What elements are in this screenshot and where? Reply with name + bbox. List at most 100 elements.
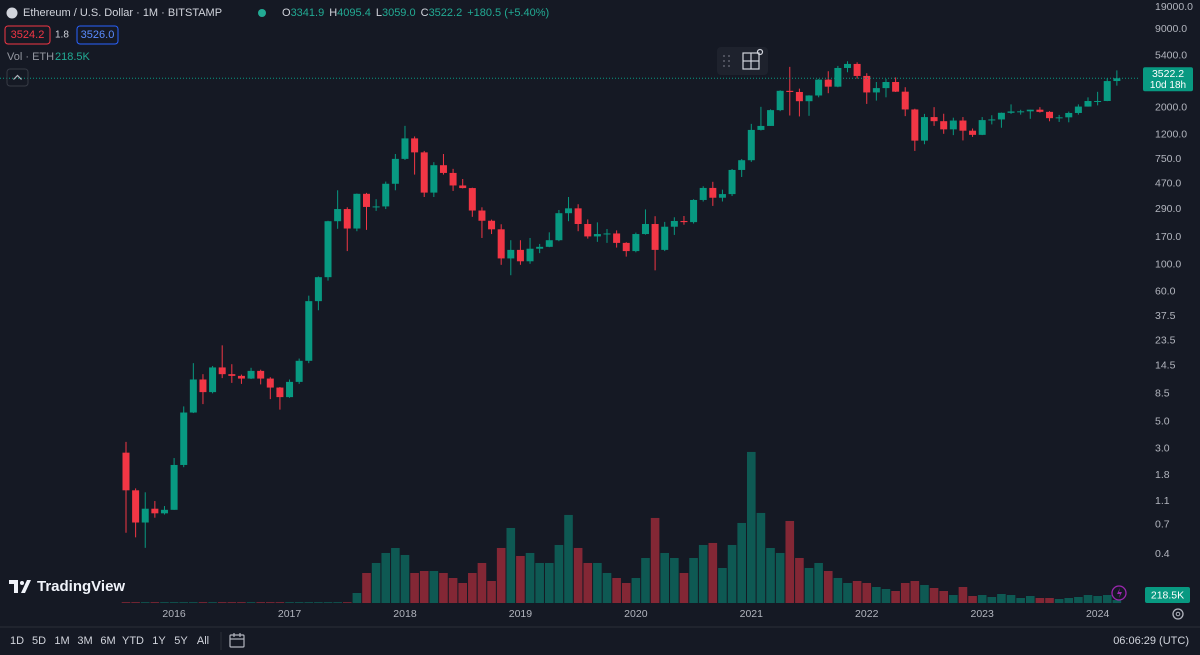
candle-body xyxy=(545,240,553,247)
candle-body xyxy=(555,213,563,241)
legend-value: 3341.9 xyxy=(291,7,325,19)
candle-body xyxy=(189,379,197,413)
candle-body xyxy=(911,109,919,141)
candle-body xyxy=(805,95,813,102)
candle-body xyxy=(507,249,515,259)
range-button[interactable]: 1D xyxy=(10,635,24,647)
logo: TradingView xyxy=(9,578,125,595)
ask-box[interactable] xyxy=(76,25,119,45)
volume-bar xyxy=(371,562,381,603)
volume-bar xyxy=(439,572,448,603)
candle-body xyxy=(863,75,871,93)
legend-key: L xyxy=(376,7,382,19)
candle-body xyxy=(670,220,678,227)
y-tick-label: 100.0 xyxy=(1155,259,1181,271)
bid-price: 3524.2 xyxy=(11,29,45,41)
candle-body xyxy=(170,464,178,510)
ohlc-legend: O3341.9 H4095.4 L3059.0 C3522.2 +180.5 (+5.4… xyxy=(282,7,549,19)
candle-body xyxy=(786,90,794,92)
candle-body xyxy=(882,81,890,89)
y-tick-label: 23.5 xyxy=(1155,334,1176,346)
range-button[interactable]: 5D xyxy=(32,635,46,647)
volume-bar xyxy=(448,577,458,603)
settings-icon-core xyxy=(1175,611,1181,617)
candle-body xyxy=(526,248,534,262)
candle-body xyxy=(391,158,399,184)
range-button[interactable]: 6M xyxy=(100,635,115,647)
volume-bar xyxy=(593,562,602,603)
volume-bar xyxy=(227,602,237,603)
volume-bar xyxy=(843,582,852,603)
volume-bar xyxy=(1064,597,1074,603)
alert-icon[interactable] xyxy=(1111,585,1127,601)
candle-body xyxy=(536,246,544,249)
volume-bar xyxy=(237,602,246,603)
candle-body xyxy=(949,120,957,130)
volume-bar xyxy=(506,527,516,603)
candle-body xyxy=(680,220,688,223)
y-tick-label: 19000.0 xyxy=(1155,1,1193,13)
legend-value: 3059.0 xyxy=(382,7,416,19)
candle-body xyxy=(276,387,284,398)
volume-bar xyxy=(544,562,554,603)
candle-body xyxy=(834,67,842,87)
x-tick-label: 2020 xyxy=(624,608,648,620)
candle-body xyxy=(776,90,784,111)
y-tick-label: 5.0 xyxy=(1155,416,1170,428)
candle-body xyxy=(334,209,342,222)
candle-body xyxy=(940,121,948,130)
legend-key: O xyxy=(282,7,291,19)
candle-body xyxy=(690,199,698,223)
volume-tag xyxy=(1145,587,1190,603)
volume-bar xyxy=(1102,594,1112,603)
volume-bar xyxy=(621,582,631,603)
candle-body xyxy=(641,224,649,235)
range-button[interactable]: YTD xyxy=(122,635,144,647)
candle-body xyxy=(1074,106,1082,113)
volume-bar xyxy=(323,602,333,603)
volume-bar xyxy=(573,547,583,603)
range-button[interactable]: 1M xyxy=(54,635,69,647)
candle-body xyxy=(795,91,803,102)
volume-bar xyxy=(294,602,304,603)
y-tick-label: 9000.0 xyxy=(1155,23,1187,35)
volume-bar xyxy=(140,602,150,603)
volume-title: Vol · ETH xyxy=(7,51,54,63)
range-button[interactable]: 1Y xyxy=(152,635,166,647)
candle-body xyxy=(699,187,707,200)
range-button[interactable]: All xyxy=(197,635,209,647)
candle-body xyxy=(439,165,447,173)
volume-bar xyxy=(275,602,285,603)
candle-body xyxy=(574,208,582,225)
candle-body xyxy=(920,117,928,141)
collapse-button[interactable] xyxy=(6,68,29,87)
layout-icon[interactable] xyxy=(742,48,764,70)
volume-bar xyxy=(1025,595,1035,603)
candle-body xyxy=(872,88,880,93)
range-button[interactable]: 5Y xyxy=(174,635,188,647)
volume-bar xyxy=(131,602,140,603)
candle-body xyxy=(141,508,149,523)
volume-bar xyxy=(1045,597,1054,603)
volume-bar xyxy=(747,451,756,603)
candle-body xyxy=(718,194,726,198)
bid-box[interactable] xyxy=(4,25,51,45)
settings-icon[interactable] xyxy=(1172,608,1184,620)
candle-body xyxy=(997,112,1005,120)
candle-body xyxy=(959,120,967,131)
candle-body xyxy=(122,452,130,491)
volume-bar xyxy=(352,592,362,603)
range-button[interactable]: 3M xyxy=(77,635,92,647)
symbol-title[interactable]: Ethereum / U.S. Dollar · 1M · BITSTAMP xyxy=(23,7,222,19)
volume-bar xyxy=(987,596,997,603)
volume-bar xyxy=(852,580,862,603)
date-range-icon[interactable] xyxy=(229,633,245,648)
y-tick-label: 60.0 xyxy=(1155,285,1176,297)
candle-body xyxy=(324,221,332,278)
candle-body xyxy=(1113,78,1121,82)
legend-key: C xyxy=(421,7,429,19)
candle-body xyxy=(728,169,736,195)
volume-bar xyxy=(612,577,621,603)
volume-bar xyxy=(410,572,419,603)
